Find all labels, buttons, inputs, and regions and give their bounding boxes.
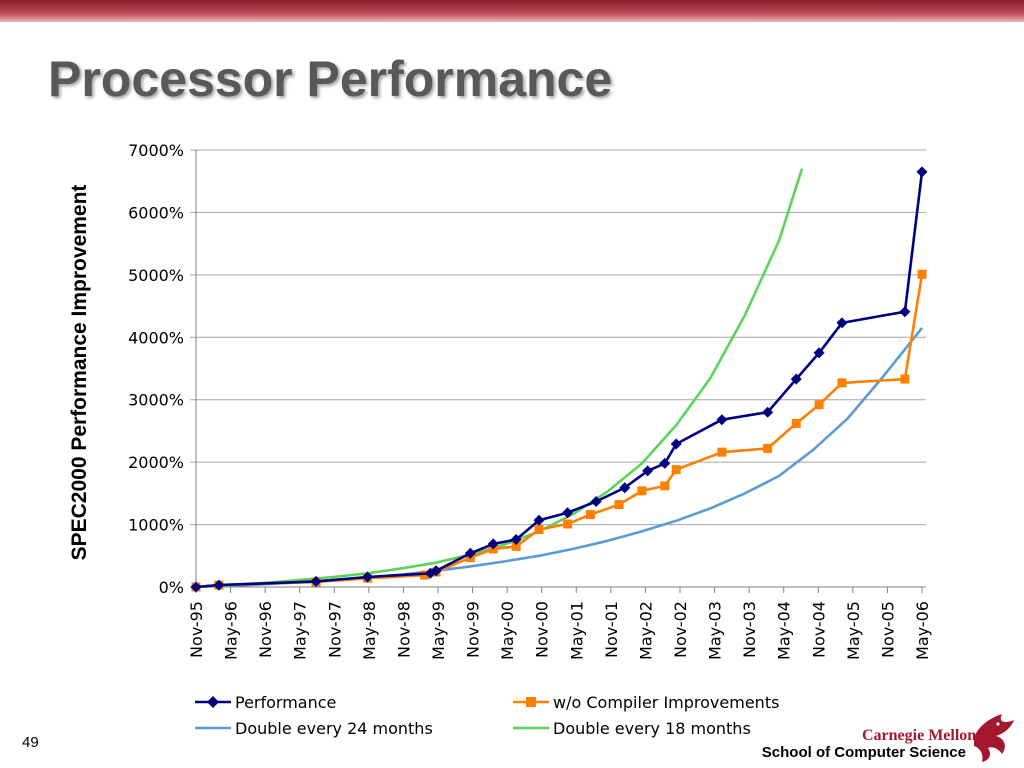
data-point-wo-compiler (563, 519, 573, 529)
x-tick-label: May-99 (429, 601, 448, 660)
data-point-performance (899, 306, 911, 318)
series-line-1 (195, 273, 924, 589)
x-tick-label: May-06 (913, 601, 932, 660)
data-point-performance (361, 571, 373, 583)
data-point-wo-compiler (637, 486, 647, 496)
legend-swatch-double-18 (513, 726, 549, 730)
x-tick-label: Nov-98 (394, 601, 413, 658)
legend-label-wo-compiler: w/o Compiler Improvements (553, 692, 780, 712)
data-point-wo-compiler (614, 500, 624, 510)
x-tick-label: Nov-03 (740, 601, 759, 658)
data-point-performance (762, 406, 774, 418)
legend-label-double-24: Double every 24 months (235, 718, 433, 738)
line-chart: 0% 1000% 2000% 3000% 4000% 5000% 6000% 7000% Nov… (68, 141, 932, 660)
x-tick-label: May-03 (706, 601, 725, 660)
y-tick-label: 3000% (128, 391, 184, 410)
data-point-performance (642, 465, 654, 477)
data-point-wo-compiler (763, 443, 773, 453)
legend-label-performance: Performance (235, 692, 337, 712)
legend-swatch-performance (195, 696, 231, 708)
legend-item-double-18: Double every 18 months (513, 716, 751, 740)
data-point-wo-compiler (917, 269, 927, 279)
x-tick-label: Nov-00 (533, 601, 552, 658)
x-tick-label: Nov-02 (671, 601, 690, 658)
y-tick-label: 5000% (128, 266, 184, 285)
data-point-performance (916, 166, 928, 178)
x-tick-label: May-98 (360, 601, 379, 660)
y-tick-label: 7000% (128, 141, 184, 160)
data-point-performance (619, 482, 631, 494)
x-tick-label: Nov-95 (187, 601, 206, 658)
x-tick-label: Nov-05 (878, 601, 897, 658)
y-tick-label: 2000% (128, 453, 184, 472)
data-point-performance (464, 547, 476, 559)
y-axis-title: SPEC2000 Performance Improvement (68, 185, 91, 561)
data-point-performance (562, 507, 574, 519)
data-point-performance (213, 579, 225, 591)
slide-number: 49 (22, 734, 39, 751)
series-line-3 (195, 168, 804, 589)
x-tick-label: May-05 (844, 601, 863, 660)
data-point-wo-compiler (837, 378, 847, 388)
x-tick-label: Nov-04 (809, 601, 828, 658)
x-tick-label: May-96 (222, 601, 241, 660)
top-accent-bar (0, 0, 1024, 22)
data-point-performance (533, 514, 545, 526)
data-point-performance (310, 575, 322, 587)
x-tick-label: May-02 (636, 601, 655, 660)
x-tick-label: Nov-99 (464, 601, 483, 658)
data-point-performance (510, 534, 522, 546)
data-point-wo-compiler (814, 400, 824, 410)
slide-title: Processor Performance (48, 51, 613, 107)
data-point-wo-compiler (791, 418, 801, 428)
series-line-2 (195, 327, 924, 589)
x-tick-label: Nov-01 (602, 601, 621, 658)
x-tick-label: May-97 (291, 601, 310, 660)
chart-legend: Performance w/o Compiler Improvements Do… (195, 690, 895, 742)
data-point-wo-compiler (671, 465, 681, 475)
legend-item-double-24: Double every 24 months (195, 716, 433, 740)
legend-item-wo-compiler: w/o Compiler Improvements (513, 690, 779, 714)
data-point-performance (590, 495, 602, 507)
x-tick-label: May-01 (567, 601, 586, 660)
legend-label-double-18: Double every 18 months (553, 718, 751, 738)
y-tick-label: 1000% (128, 516, 184, 535)
data-point-performance (190, 581, 202, 593)
data-point-wo-compiler (534, 525, 544, 535)
data-point-wo-compiler (717, 447, 727, 457)
data-point-wo-compiler (585, 510, 595, 520)
x-tick-label: Nov-96 (256, 601, 275, 658)
data-point-wo-compiler (420, 570, 430, 580)
carnegie-mellon-logo: Carnegie Mellon (862, 727, 977, 744)
x-tick-label: May-04 (775, 601, 794, 660)
dragon-logo-icon (974, 714, 1014, 762)
legend-swatch-wo-compiler (513, 697, 549, 707)
y-tick-label: 6000% (128, 203, 184, 222)
footer-school-name: School of Computer Science (761, 744, 966, 761)
data-point-performance (790, 373, 802, 385)
data-point-performance (670, 438, 682, 450)
data-point-performance (836, 317, 848, 329)
legend-item-performance: Performance (195, 690, 336, 714)
data-point-performance (487, 538, 499, 550)
x-tick-label: May-00 (498, 601, 517, 660)
y-tick-label: 0% (159, 578, 184, 597)
data-point-wo-compiler (511, 541, 521, 551)
data-point-performance (716, 414, 728, 426)
legend-swatch-double-24 (195, 726, 231, 730)
data-point-performance (430, 565, 442, 577)
data-point-wo-compiler (900, 374, 910, 384)
y-tick-label: 4000% (128, 328, 184, 347)
data-point-performance (659, 457, 671, 469)
x-tick-label: Nov-97 (325, 601, 344, 658)
data-point-performance (813, 347, 825, 359)
data-point-wo-compiler (660, 481, 670, 491)
